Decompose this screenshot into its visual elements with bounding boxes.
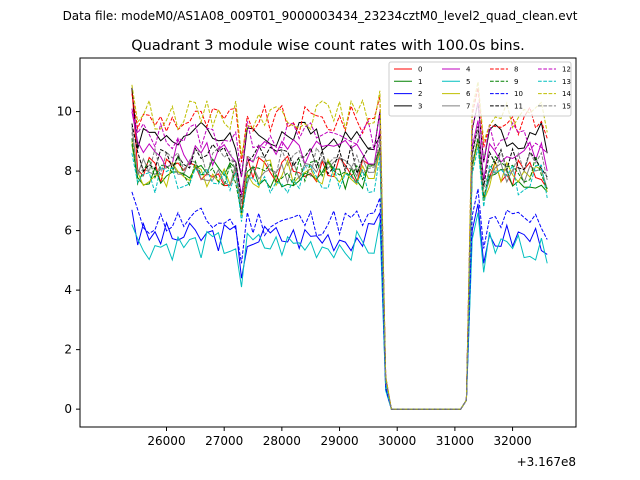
chart-title: Quadrant 3 module wise count rates with … [131, 38, 525, 54]
series-line-8 [131, 87, 548, 410]
x-tick-label: 32000 [493, 434, 531, 448]
x-tick-label: 27000 [205, 434, 243, 448]
y-tick-label: 10 [57, 105, 72, 119]
series-line-0 [131, 87, 548, 410]
legend-label: 1 [418, 78, 422, 86]
legend-label: 2 [418, 90, 422, 98]
series-group [131, 81, 548, 410]
legend-label: 3 [418, 102, 422, 110]
series-line-4 [131, 111, 548, 410]
y-tick-label: 0 [64, 402, 72, 416]
series-line-11 [131, 123, 548, 410]
legend-label: 7 [466, 102, 470, 110]
legend-box [388, 61, 572, 117]
x-tick-label: 30000 [378, 434, 416, 448]
legend-label: 14 [562, 90, 571, 98]
plot-frame [79, 57, 577, 428]
y-tick-label: 8 [64, 164, 72, 178]
x-tick-label: 28000 [263, 434, 301, 448]
y-tick-label: 4 [64, 283, 72, 297]
suptitle: Data file: modeM0/AS1A08_009T01_90000034… [63, 9, 578, 23]
series-line-14 [131, 81, 548, 410]
series-line-10 [131, 188, 548, 410]
legend-label: 12 [562, 66, 571, 74]
legend-label: 10 [514, 90, 523, 98]
series-line-3 [131, 87, 548, 410]
legend-label: 0 [418, 66, 422, 74]
legend-label: 4 [466, 66, 471, 74]
y-tick-label: 6 [64, 224, 72, 238]
legend-label: 5 [466, 78, 470, 86]
x-tick-label: 31000 [436, 434, 474, 448]
x-tick-label: 29000 [320, 434, 358, 448]
x-axis: 26000 27000 28000 29000 30000 31000 32000 [147, 427, 532, 448]
legend-label: 11 [514, 102, 523, 110]
series-line-13 [131, 147, 548, 410]
legend-label: 6 [466, 90, 471, 98]
x-tick-label: 26000 [147, 434, 185, 448]
legend-label: 8 [514, 66, 518, 74]
series-line-15 [131, 129, 548, 410]
series-line-2 [131, 203, 548, 410]
legend-label: 13 [562, 78, 571, 86]
x-offset-label: +3.167e8 [517, 455, 576, 469]
legend-label: 9 [514, 78, 518, 86]
y-axis: 0 2 4 6 8 10 [57, 105, 80, 416]
y-tick-label: 2 [64, 343, 72, 357]
series-line-5 [131, 212, 548, 410]
legend-label: 15 [562, 102, 571, 110]
